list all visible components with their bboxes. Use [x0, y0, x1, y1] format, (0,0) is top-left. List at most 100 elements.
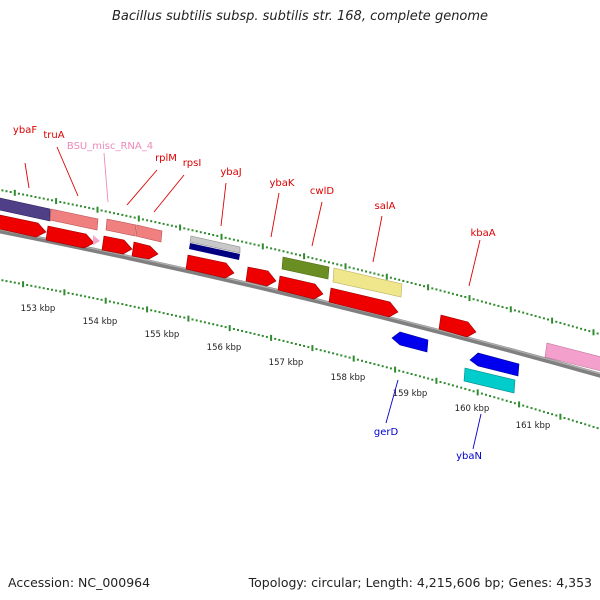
ring-dot	[265, 335, 268, 338]
ring-dot	[1, 189, 4, 192]
ring-dot	[447, 383, 450, 386]
gene-label-ybaN[interactable]: ybaN	[456, 451, 482, 462]
ring-dot	[303, 345, 306, 347]
gene-label-ybaF[interactable]: ybaF	[13, 125, 37, 136]
ring-dot	[42, 197, 45, 200]
feature-truA-bar[interactable]	[49, 208, 99, 231]
ring-major-tick	[55, 198, 58, 205]
gene-arrow[interactable]	[0, 214, 47, 238]
gene-arrow[interactable]	[438, 314, 477, 338]
ring-dot	[489, 302, 492, 305]
gene-arrow[interactable]	[185, 254, 235, 279]
ring-major-tick	[559, 413, 562, 420]
ring-major-tick	[187, 315, 190, 322]
ring-dot	[187, 228, 190, 231]
ring-major-tick	[352, 355, 355, 362]
ring-dot	[113, 212, 115, 215]
gene-arrow-small[interactable]	[93, 235, 100, 245]
feature-rpsI-bar[interactable]	[135, 224, 163, 243]
feature-pink-bar[interactable]	[544, 342, 600, 372]
ring-dot	[224, 236, 227, 239]
gene-label-ybaJ[interactable]: ybaJ	[220, 167, 241, 178]
gene-label-rplM[interactable]: rplM	[155, 153, 177, 164]
ring-dot	[75, 293, 78, 296]
ring-dot	[567, 324, 570, 327]
kbp-scale: 153 kbp 154 kbp 155 kbp 156 kbp 157 kbp …	[21, 304, 551, 431]
genome-backbone	[0, 228, 600, 378]
ring-dot	[592, 425, 595, 428]
ring-major-tick	[96, 206, 99, 213]
ring-dot	[389, 276, 392, 279]
gene-arrow[interactable]	[245, 266, 277, 287]
ring-dot	[100, 209, 103, 212]
gene-arrow-gerD[interactable]	[391, 331, 429, 353]
ring-dot	[377, 273, 380, 276]
ring-dot	[584, 423, 587, 426]
feature-ybaJ-bar-grey[interactable]	[189, 235, 241, 254]
ring-dot	[241, 330, 244, 332]
feature-ybaN-bar-cyan[interactable]	[463, 367, 516, 394]
ring-dot	[261, 334, 264, 337]
ring-major-tick	[270, 334, 273, 341]
gene-arrow[interactable]	[328, 287, 399, 318]
gene-label-bsu-misc-rna-4[interactable]: BSU_misc_RNA_4	[67, 141, 153, 152]
ring-dot	[468, 389, 471, 392]
gene-arrow[interactable]	[101, 235, 133, 255]
ring-major-tick	[592, 329, 595, 336]
ring-dot	[34, 196, 37, 198]
feature-ybaF-bar[interactable]	[0, 197, 51, 222]
ring-dot	[286, 340, 289, 343]
gene-labels: ybaF truA BSU_misc_RNA_4 rplM rpsI ybaJ …	[13, 125, 496, 462]
ring-dot	[253, 332, 256, 335]
gene-arrow-ybaN-blue[interactable]	[469, 352, 520, 377]
feature-salA-bar[interactable]	[332, 267, 403, 298]
gene-label-kbaA[interactable]: kbaA	[470, 228, 495, 239]
ring-dot	[294, 343, 297, 345]
ring-dot	[150, 309, 153, 312]
ring-dot	[203, 232, 206, 235]
ring-dot	[414, 374, 417, 377]
ring-dot	[133, 305, 136, 308]
ring-dot	[79, 294, 82, 297]
gene-arrow[interactable]	[45, 225, 95, 249]
accession-text: Accession: NC_000964	[8, 575, 151, 590]
ring-dot	[84, 206, 87, 209]
feature-rplM-bar[interactable]	[105, 218, 137, 237]
ring-dot	[51, 199, 53, 202]
ring-dot	[588, 424, 591, 427]
ring-dot	[385, 366, 388, 369]
map-title: Bacillus subtilis subsp. subtilis str. 1…	[111, 9, 489, 24]
ring-dot	[154, 310, 157, 313]
ring-dot	[423, 376, 425, 379]
feature-cwlD-bar[interactable]	[281, 256, 330, 280]
ring-dot	[315, 258, 318, 261]
gene-label-rpsI[interactable]: rpsI	[183, 158, 202, 169]
gene-label-salA[interactable]: salA	[375, 201, 396, 212]
ring-dot	[17, 282, 20, 285]
ring-major-tick	[261, 243, 264, 250]
ring-dot	[530, 313, 533, 316]
ring-dot	[596, 332, 599, 335]
ring-dot	[245, 241, 248, 244]
gene-label-truA[interactable]: truA	[43, 130, 64, 141]
ring-dot	[398, 369, 401, 372]
ring-dot	[327, 351, 330, 354]
gene-arrow[interactable]	[277, 275, 324, 300]
ring-dot	[100, 298, 103, 301]
gene-arrow[interactable]	[131, 241, 159, 260]
ring-dot	[406, 280, 409, 283]
gene-label-gerD[interactable]: gerD	[374, 427, 399, 438]
ring-dot	[282, 250, 285, 253]
gene-label-cwlD[interactable]: cwlD	[310, 186, 334, 197]
feature-ybaJ-bar-navy[interactable]	[189, 243, 240, 260]
ring-dot	[571, 419, 574, 422]
ring-dot	[464, 296, 467, 298]
ring-dot	[245, 331, 248, 333]
ring-dot	[278, 249, 281, 252]
gene-label-ybaK[interactable]: ybaK	[270, 178, 295, 189]
ring-major-tick	[509, 306, 512, 313]
kbp-label: 154 kbp	[83, 317, 118, 327]
ring-dot	[158, 311, 161, 314]
ring-major-tick	[179, 224, 182, 231]
ring-dot	[46, 198, 49, 201]
